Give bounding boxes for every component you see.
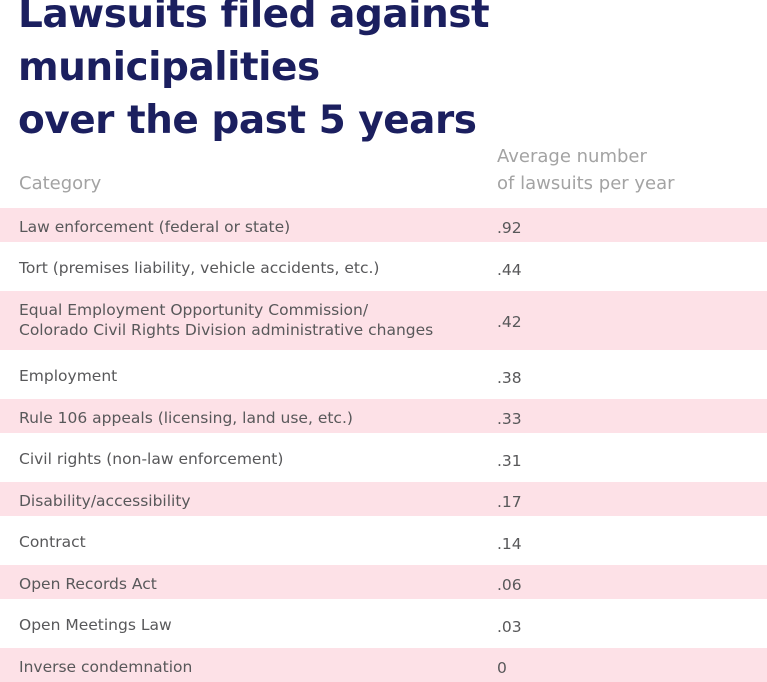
value-cell: .17 — [497, 493, 522, 511]
column-header: Average number of lawsuits per year — [497, 146, 675, 194]
value-cell: .14 — [497, 535, 522, 553]
value-cell: .33 — [497, 410, 522, 428]
value-cell: .03 — [497, 618, 522, 636]
category-cell: Civil rights (non-law enforcement) — [19, 450, 284, 468]
column-header: Category — [19, 173, 102, 194]
table-row: Open Records Act .06 — [0, 565, 767, 599]
title: Lawsuits filed against municipalities ov… — [18, 0, 490, 143]
category-cell: Tort (premises liability, vehicle accide… — [19, 259, 380, 277]
table-row: Law enforcement (federal or state) .92 — [0, 208, 767, 242]
category-cell: Contract — [19, 533, 86, 551]
table-row: Disability/accessibility .17 — [0, 482, 767, 516]
value-cell: .92 — [497, 219, 522, 237]
value-cell: .42 — [497, 313, 522, 331]
value-cell: 0 — [497, 659, 507, 677]
category-cell: Employment — [19, 367, 118, 385]
category-cell: Disability/accessibility — [19, 492, 191, 510]
table-row: Rule 106 appeals (licensing, land use, e… — [0, 399, 767, 433]
table-row: Equal Employment Opportunity Commission/… — [0, 291, 767, 350]
category-cell: Open Meetings Law — [19, 616, 172, 634]
table-row: Civil rights (non-law enforcement) .31 — [0, 433, 767, 482]
category-cell: Rule 106 appeals (licensing, land use, e… — [19, 409, 353, 427]
value-cell: .06 — [497, 576, 522, 594]
category-cell: Open Records Act — [19, 575, 157, 593]
value-cell: .44 — [497, 261, 522, 279]
value-cell: .38 — [497, 369, 522, 387]
table-row: Tort (premises liability, vehicle accide… — [0, 242, 767, 291]
category-cell: Law enforcement (federal or state) — [19, 218, 291, 236]
table-row: Contract .14 — [0, 516, 767, 565]
category-cell: Equal Employment Opportunity Commission/… — [19, 301, 434, 339]
table-row: Employment .38 — [0, 350, 767, 399]
table-row: Open Meetings Law .03 — [0, 599, 767, 648]
table-body: Law enforcement (federal or state) .92 Tor… — [0, 208, 767, 682]
table-row: Inverse condemnation 0 — [0, 648, 767, 682]
value-cell: .31 — [497, 452, 522, 470]
category-cell: Inverse condemnation — [19, 658, 193, 676]
